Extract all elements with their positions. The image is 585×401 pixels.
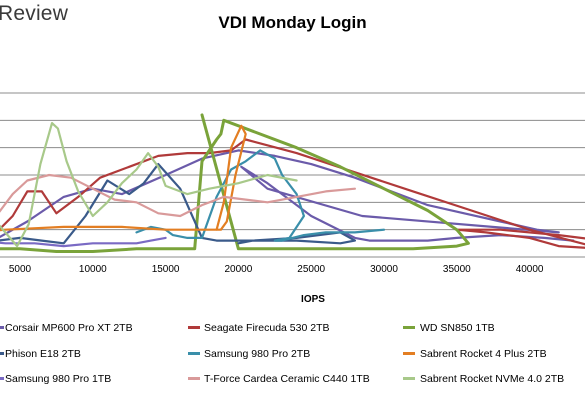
legend-label: Seagate Firecuda 530 2TB (204, 322, 330, 334)
chart-title: VDI Monday Login (218, 13, 367, 32)
series-line-4 (135, 149, 386, 242)
legend-label: WD SN850 1TB (420, 322, 495, 334)
x-tick-label: 20000 (224, 264, 252, 275)
x-tick-label: 40000 (516, 264, 544, 275)
site-logo-text: Review (0, 2, 69, 25)
legend-label: Samsung 980 Pro 1TB (5, 373, 111, 385)
legend-label: Sabrent Rocket NVMe 4.0 2TB (420, 373, 564, 385)
series-line-2 (0, 113, 470, 253)
x-axis-ticks: 5000 10000 15000 20000 25000 30000 35000 40000 (9, 264, 544, 275)
legend-label: Samsung 980 Pro 2TB (204, 348, 310, 360)
legend: Corsair MP600 Pro XT 2TB Seagate Firecuda… (0, 322, 564, 385)
series-line-5 (0, 124, 247, 232)
series-line-1 (0, 138, 585, 249)
series-line-6 (0, 236, 167, 248)
series-line-0 (0, 149, 575, 242)
series-line-8 (0, 122, 298, 248)
legend-label: T-Force Cardea Ceramic C440 1TB (204, 373, 370, 385)
x-tick-label: 15000 (152, 264, 180, 275)
legend-label: Phison E18 2TB (5, 348, 81, 360)
x-axis-label: IOPS (301, 294, 325, 305)
x-tick-label: 35000 (443, 264, 471, 275)
legend-label: Corsair MP600 Pro XT 2TB (5, 322, 133, 334)
x-tick-label: 30000 (370, 264, 398, 275)
series-lines (0, 113, 585, 253)
x-tick-label: 25000 (297, 264, 325, 275)
legend-label: Sabrent Rocket 4 Plus 2TB (420, 348, 547, 360)
series-line-3 (0, 163, 356, 245)
x-tick-label: 5000 (9, 264, 32, 275)
x-tick-label: 10000 (79, 264, 107, 275)
series-line-7 (0, 173, 356, 218)
